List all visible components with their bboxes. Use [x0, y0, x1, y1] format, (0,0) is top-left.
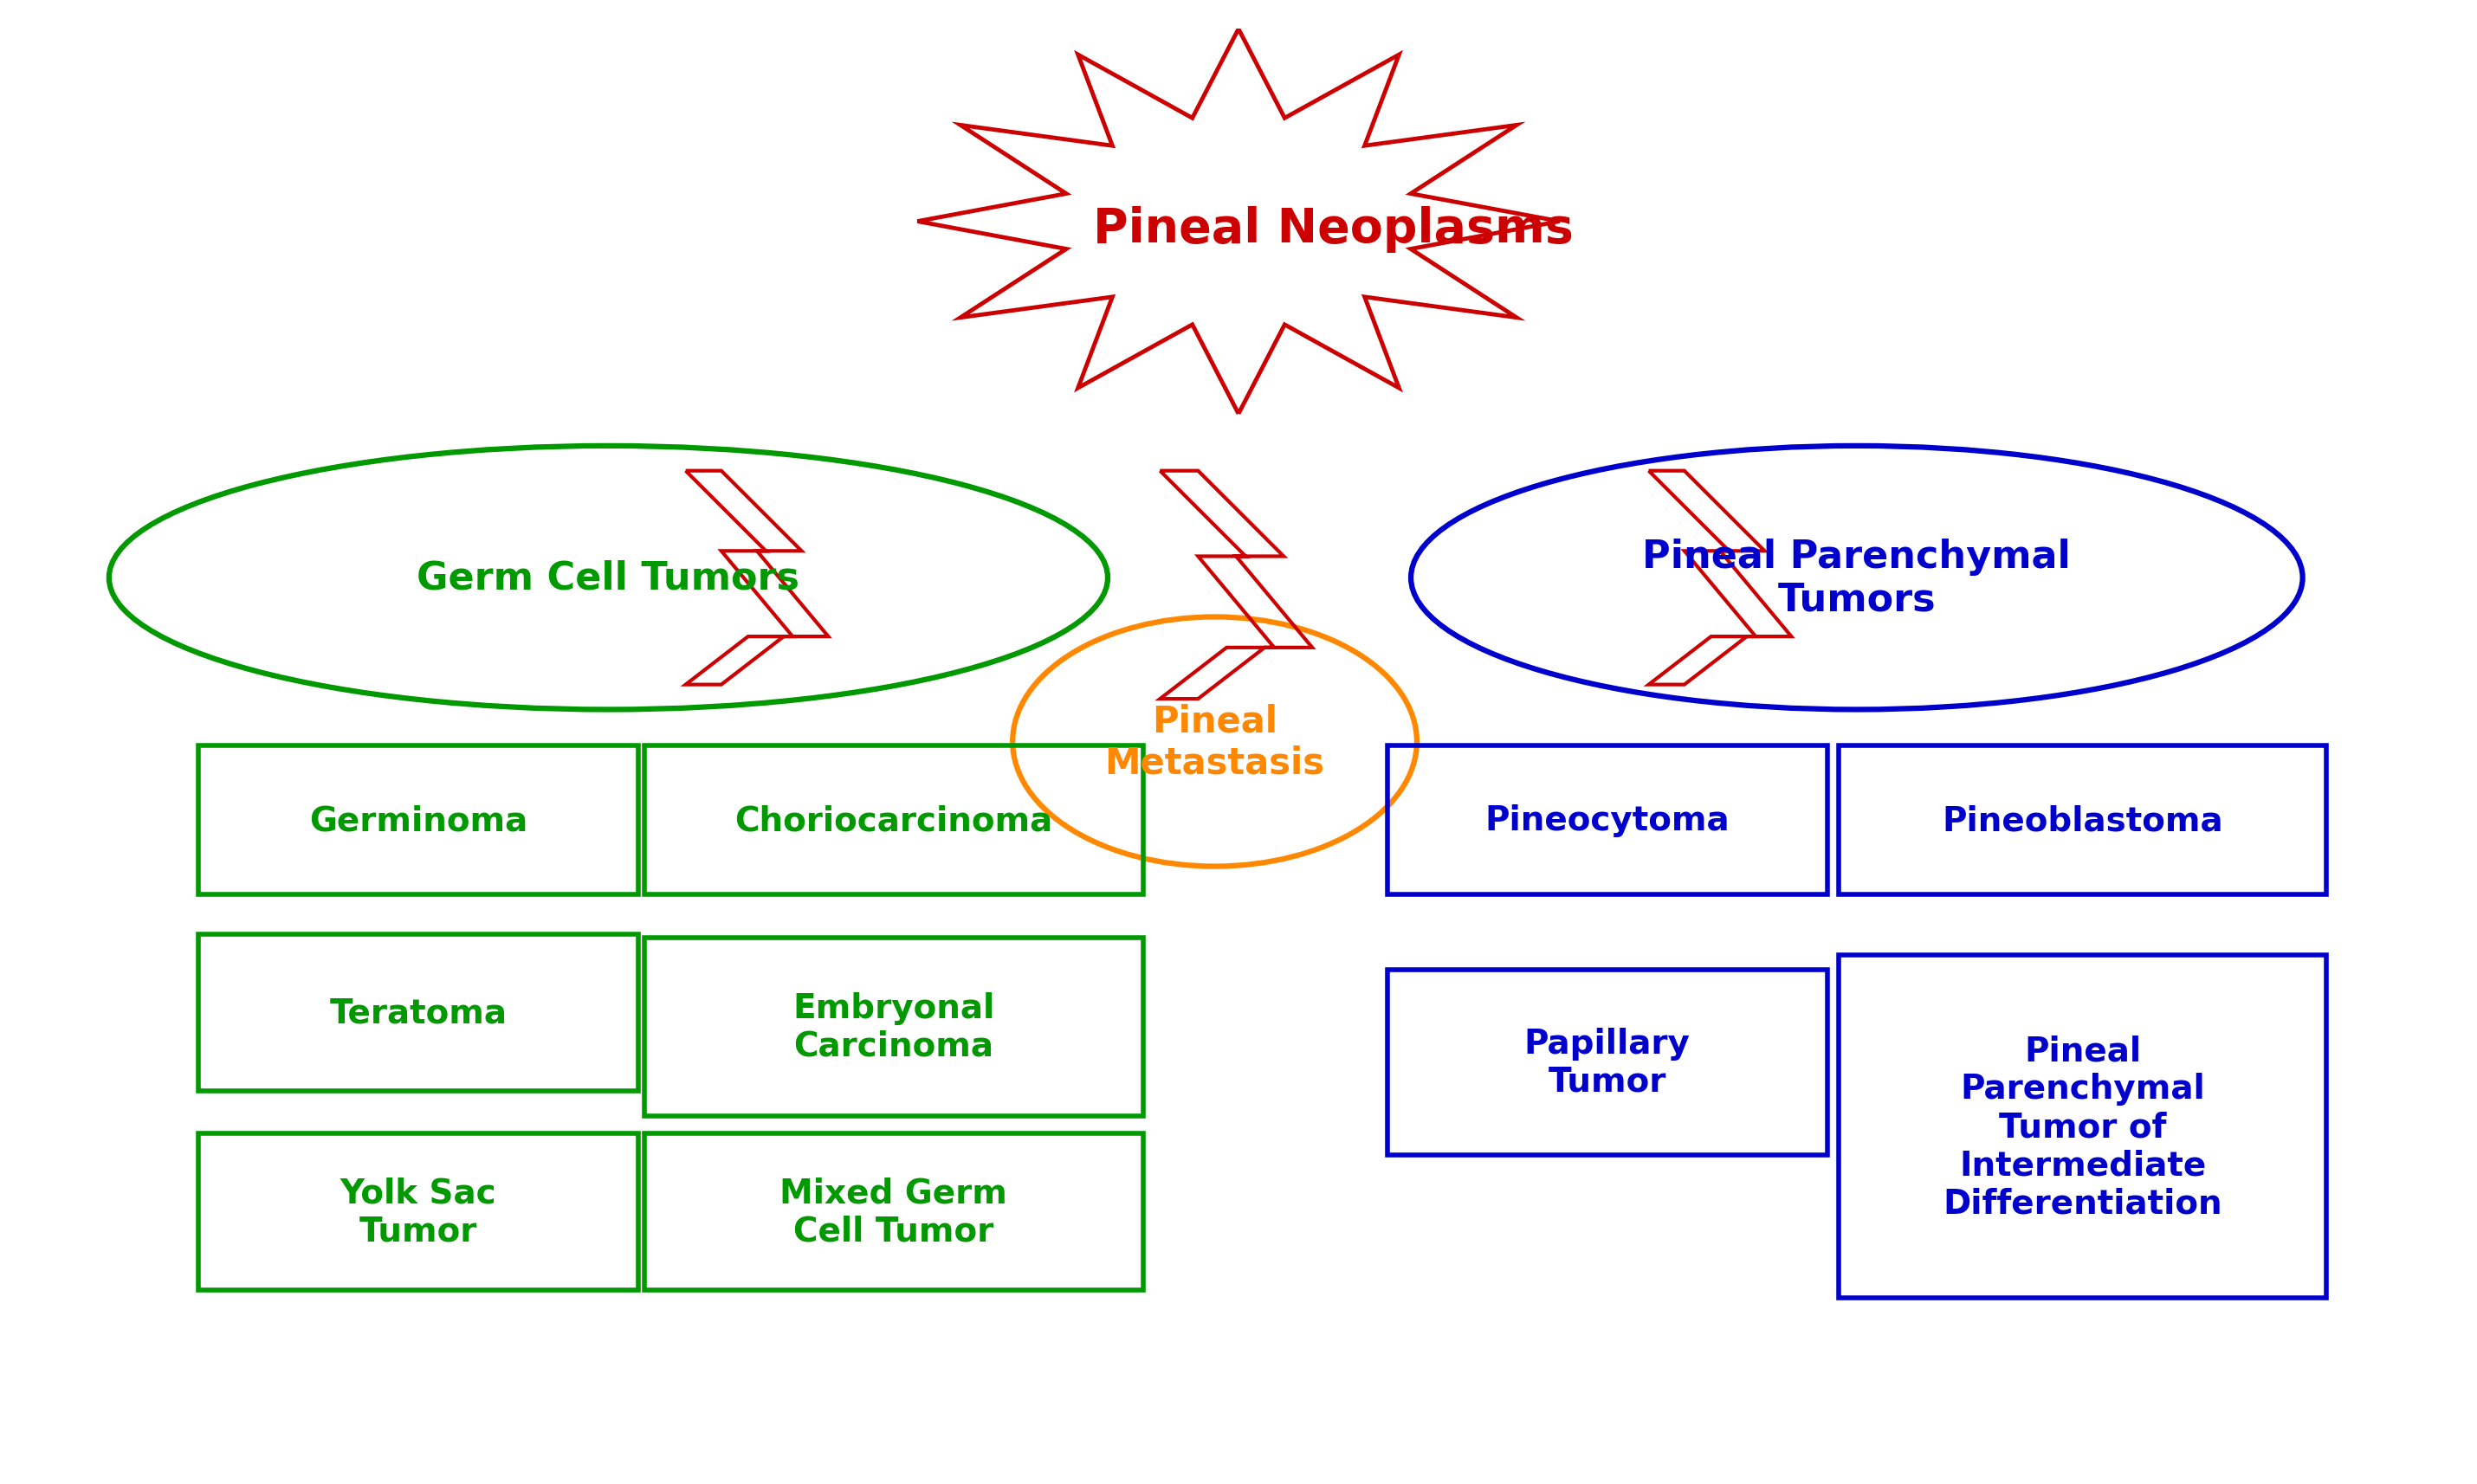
Text: Pineal Parenchymal
Tumors: Pineal Parenchymal Tumors	[1642, 539, 2071, 619]
Text: Pineocytoma: Pineocytoma	[1484, 804, 1729, 837]
Text: Choriocarcinoma: Choriocarcinoma	[736, 804, 1053, 837]
Text: Pineoblastoma: Pineoblastoma	[1942, 804, 2224, 837]
Text: Pineal Neoplasms: Pineal Neoplasms	[1092, 206, 1573, 252]
Text: Germ Cell Tumors: Germ Cell Tumors	[416, 559, 800, 597]
Text: Germinoma: Germinoma	[310, 804, 528, 837]
Text: Embryonal
Carcinoma: Embryonal Carcinoma	[793, 991, 996, 1063]
Text: Teratoma: Teratoma	[329, 996, 508, 1028]
Text: Pineal
Parenchymal
Tumor of
Intermediate
Differentiation: Pineal Parenchymal Tumor of Intermediate…	[1942, 1034, 2222, 1220]
Text: Yolk Sac
Tumor: Yolk Sac Tumor	[339, 1177, 495, 1248]
Text: Pineal
Metastasis: Pineal Metastasis	[1105, 703, 1325, 781]
Text: Papillary
Tumor: Papillary Tumor	[1523, 1027, 1689, 1098]
Text: Mixed Germ
Cell Tumor: Mixed Germ Cell Tumor	[780, 1177, 1008, 1248]
